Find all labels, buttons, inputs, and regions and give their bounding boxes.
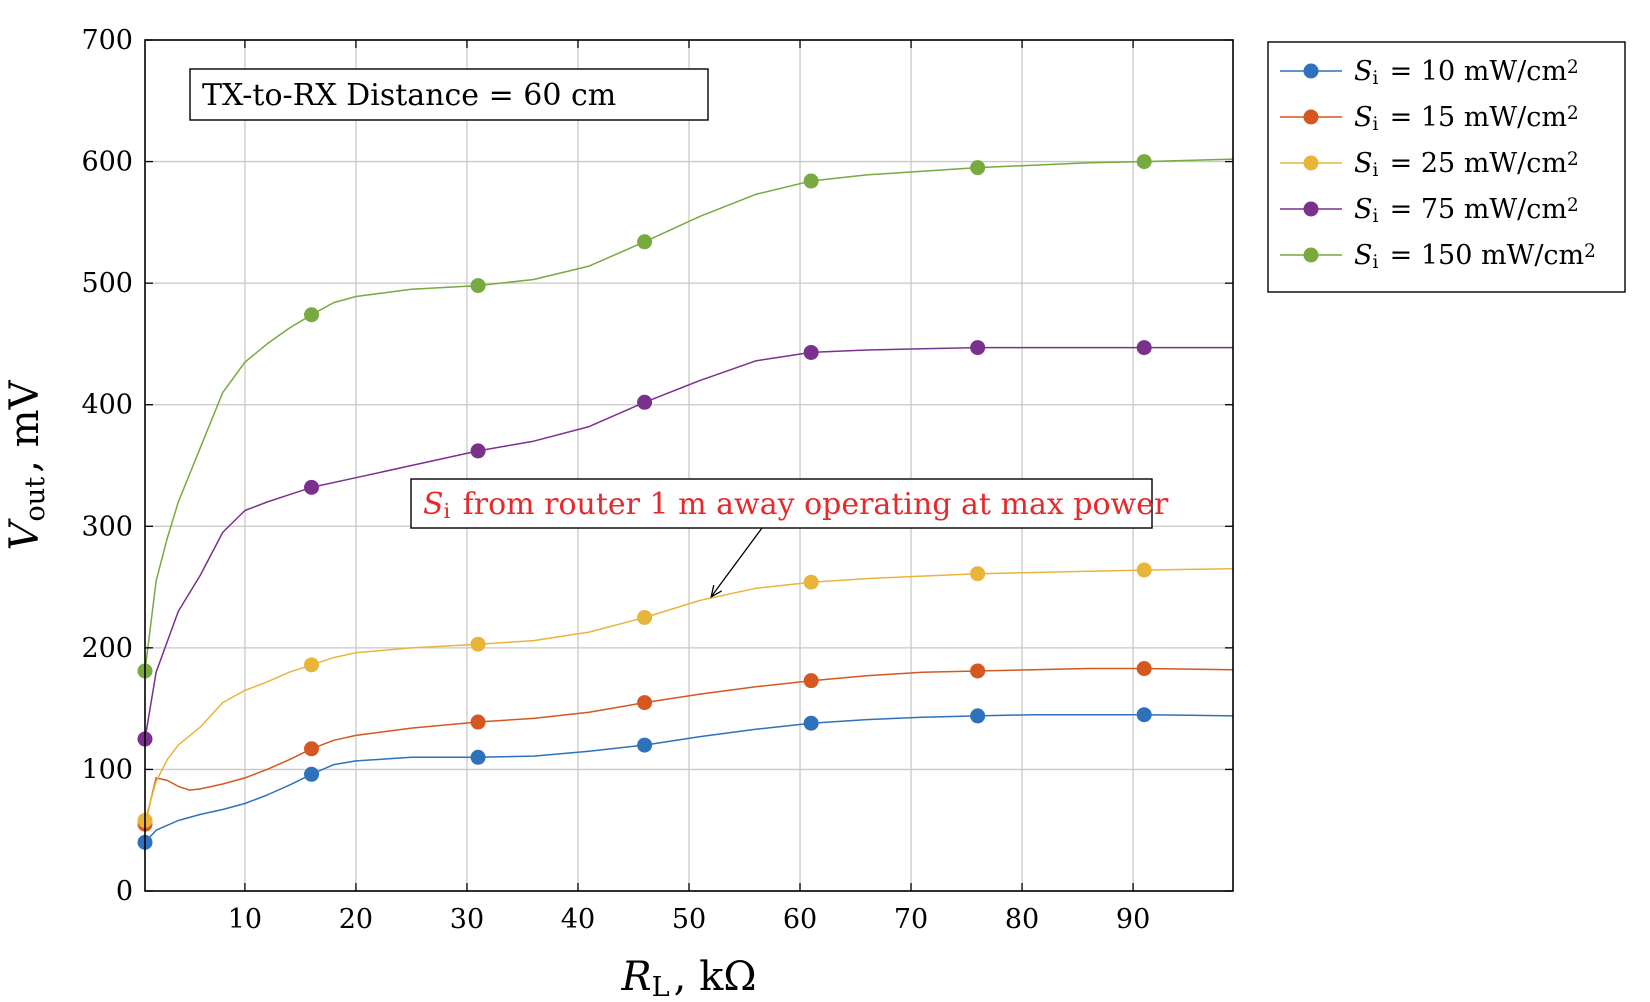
data-point: [1136, 661, 1152, 677]
legend-entry: Si = 25 mW/cm2: [1280, 148, 1579, 181]
data-point: [1136, 562, 1152, 578]
data-point: [470, 636, 486, 652]
legend-marker: [1303, 201, 1319, 217]
y-tick-label: 700: [81, 25, 133, 56]
y-tick-label: 300: [81, 511, 133, 542]
router-annotation: Si from router 1 m away operating at max…: [410, 478, 1169, 599]
x-tick-label: 50: [672, 904, 706, 935]
data-point: [637, 394, 653, 410]
data-point: [637, 737, 653, 753]
data-point: [970, 708, 986, 724]
distance-annotation-box: TX-to-RX Distance = 60 cm: [189, 68, 709, 121]
x-tick-label: 10: [228, 904, 262, 935]
series-layer: [137, 154, 1234, 850]
data-point: [304, 479, 320, 495]
legend-entry: Si = 150 mW/cm2: [1280, 240, 1596, 273]
distance-annotation-frame: [189, 68, 709, 121]
series-4: [137, 340, 1233, 747]
data-point: [470, 714, 486, 730]
data-point: [304, 741, 320, 757]
series-3: [137, 562, 1234, 828]
data-point: [970, 340, 986, 356]
x-tick-label: 70: [894, 904, 928, 935]
y-tick-label: 100: [81, 754, 133, 785]
distance-annotation-text: TX-to-RX Distance = 60 cm: [202, 78, 616, 113]
data-point: [1136, 707, 1152, 723]
data-point: [803, 173, 819, 189]
series-1: [137, 707, 1234, 850]
series-5: [137, 154, 1234, 679]
series-line: [144, 346, 1233, 740]
y-axis-title: Vout , mV: [2, 379, 51, 550]
data-point: [803, 673, 819, 689]
y-tick-label: 200: [81, 633, 133, 664]
series-2: [137, 661, 1234, 832]
y-tick-label: 500: [81, 268, 133, 299]
data-point: [637, 609, 653, 625]
data-point: [637, 695, 653, 711]
legend-entry: Si = 10 mW/cm2: [1280, 56, 1579, 89]
series-line: [144, 158, 1234, 672]
axis-ticks: 10 20 30 40 50 60 70 80 90 0 100 200 300 400 500 600 700: [81, 25, 1233, 935]
y-tick-label: 600: [81, 147, 133, 178]
data-point: [1136, 154, 1152, 170]
series-line: [144, 568, 1234, 821]
legend-label: Si = 25 mW/cm2: [1354, 148, 1579, 181]
legend-entry: Si = 75 mW/cm2: [1280, 194, 1579, 227]
y-tick-label: 0: [116, 876, 133, 907]
data-point: [970, 566, 986, 582]
data-point: [1136, 340, 1152, 356]
router-annotation-frame: [410, 478, 1153, 529]
x-tick-label: 30: [450, 904, 484, 935]
x-tick-label: 60: [783, 904, 817, 935]
data-point: [970, 663, 986, 679]
x-tick-label: 20: [339, 904, 373, 935]
x-tick-label: 40: [561, 904, 595, 935]
legend-marker: [1303, 247, 1319, 263]
legend-marker: [1303, 155, 1319, 171]
router-annotation-arrowhead: [710, 584, 722, 599]
legend-label: Si = 75 mW/cm2: [1354, 194, 1579, 227]
data-point: [803, 344, 819, 360]
data-point: [803, 715, 819, 731]
router-annotation-text: Si from router 1 m away operating at max…: [423, 487, 1169, 523]
data-point: [470, 443, 486, 459]
x-axis-title: RL , kΩ: [620, 954, 756, 1002]
legend-frame: [1267, 41, 1626, 293]
x-tick-label: 80: [1005, 904, 1039, 935]
data-point: [304, 766, 320, 782]
series-line: [144, 713, 1234, 843]
legend-label: Si = 150 mW/cm2: [1354, 240, 1596, 273]
legend-label: Si = 10 mW/cm2: [1354, 56, 1579, 89]
y-tick-label: 400: [81, 390, 133, 421]
legend-marker: [1303, 109, 1319, 125]
legend-label: Si = 15 mW/cm2: [1354, 102, 1579, 135]
data-point: [637, 234, 653, 250]
legend-entry: Si = 15 mW/cm2: [1280, 102, 1579, 135]
data-point: [803, 574, 819, 590]
x-tick-label: 90: [1116, 904, 1150, 935]
legend: Si = 10 mW/cm2 Si = 15 mW/cm2 Si = 25 mW/c…: [1267, 41, 1626, 293]
data-point: [304, 307, 320, 323]
legend-marker: [1303, 63, 1319, 79]
grid: [145, 39, 1233, 892]
router-annotation-arrow: [710, 527, 763, 598]
data-point: [470, 278, 486, 294]
data-point: [970, 160, 986, 176]
data-point: [470, 749, 486, 765]
data-point: [304, 657, 320, 673]
